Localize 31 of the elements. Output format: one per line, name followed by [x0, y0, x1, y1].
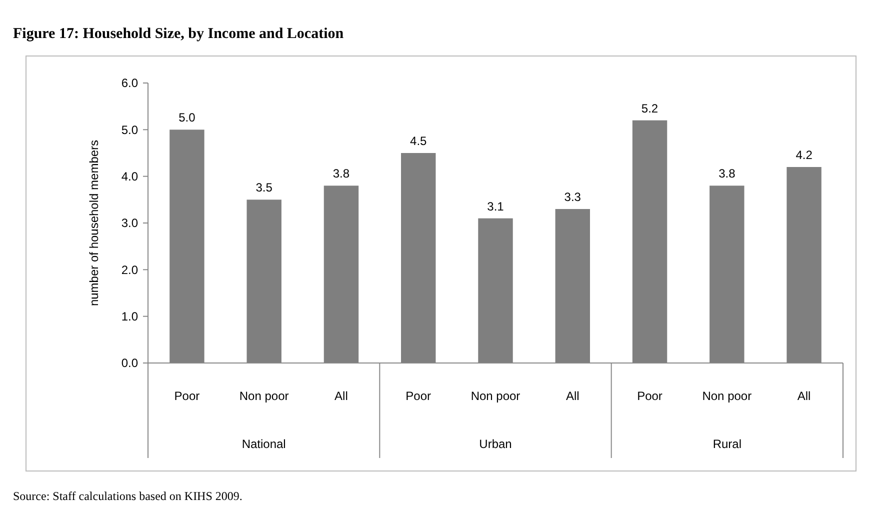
- data-label: 3.8: [718, 166, 736, 181]
- data-label: 3.5: [256, 180, 273, 195]
- data-label: 3.8: [332, 166, 350, 181]
- chart-title: Figure 17: Household Size, by Income and Location: [13, 26, 344, 42]
- x-tick-label: All: [566, 389, 580, 403]
- x-tick-label: Poor: [637, 389, 662, 403]
- x-tick-label: All: [797, 389, 811, 403]
- y-tick-label: 3.0: [121, 216, 138, 230]
- x-tick-label: Poor: [406, 389, 432, 403]
- x-tick-label: All: [334, 389, 348, 403]
- x-tick-label: Non poor: [239, 389, 289, 403]
- data-label: 3.1: [487, 199, 504, 214]
- y-tick-label: 5.0: [121, 122, 138, 137]
- data-label: 5.0: [178, 110, 196, 125]
- data-label: 4.2: [796, 148, 813, 162]
- x-tick-label: Non poor: [702, 389, 752, 403]
- y-tick-label: 2.0: [121, 262, 138, 277]
- data-label: 4.5: [410, 134, 428, 148]
- data-label: 5.2: [641, 101, 658, 116]
- text: National: [242, 437, 286, 451]
- y-tick-label: 0.0: [121, 356, 138, 370]
- y-axis-title: number of household members: [87, 140, 101, 306]
- source-note: Source: Staff calculations based on KIHS 2009.: [13, 489, 242, 503]
- data-label: 3.3: [564, 190, 582, 204]
- y-tick-label: 6.0: [121, 76, 138, 90]
- text: Urban: [479, 437, 512, 451]
- y-tick-label: 4.0: [121, 170, 138, 184]
- text: Rural: [712, 437, 742, 451]
- x-tick-label: Poor: [174, 389, 200, 403]
- y-tick-label: 1.0: [121, 310, 138, 324]
- x-tick-label: Non poor: [470, 389, 520, 403]
